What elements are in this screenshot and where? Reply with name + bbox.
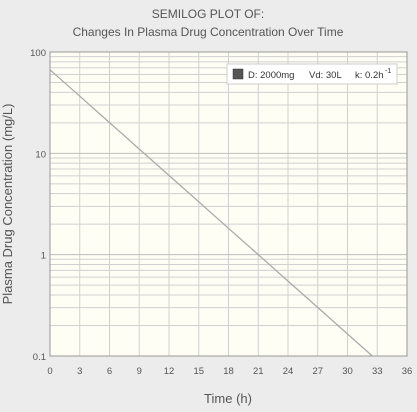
legend-box <box>226 63 398 85</box>
legend-k-exponent: -1 <box>385 68 391 75</box>
x-axis-label: Time (h) <box>204 391 252 406</box>
x-tick-label: 21 <box>253 366 264 377</box>
series-layer <box>49 51 408 357</box>
chart-subtitle: Changes In Plasma Drug Concentration Ove… <box>73 25 344 39</box>
x-tick-label: 6 <box>107 366 112 377</box>
x-tick-label: 33 <box>372 366 383 377</box>
x-tick-label: 27 <box>312 366 323 377</box>
y-tick-label: 0.1 <box>33 352 46 363</box>
x-tick-label: 18 <box>223 366 234 377</box>
x-tick-label: 30 <box>342 366 353 377</box>
y-tick-label: 100 <box>30 48 46 59</box>
x-tick-label: 12 <box>164 366 175 377</box>
chart-title: SEMILOG PLOT OF: <box>152 7 264 21</box>
x-tick-label: 15 <box>193 366 204 377</box>
x-tick-label: 0 <box>47 366 52 377</box>
y-tick-label: 10 <box>35 149 46 160</box>
x-tick-label: 9 <box>137 366 142 377</box>
legend-vd: Vd: 30L <box>309 70 342 81</box>
y-tick-label: 1 <box>41 251 46 262</box>
legend-dose: D: 2000mg <box>248 70 294 81</box>
x-tick-label: 3 <box>77 366 82 377</box>
plot-border <box>49 51 408 357</box>
legend: D: 2000mg Vd: 30L k: 0.2h -1 <box>226 63 398 85</box>
concentration-line <box>49 69 373 357</box>
x-tick-label: 36 <box>402 366 413 377</box>
x-tick-label: 24 <box>283 366 294 377</box>
legend-swatch <box>232 68 244 80</box>
y-axis-label: Plasma Drug Concentration (mg/L) <box>0 104 15 305</box>
legend-k: k: 0.2h <box>355 70 384 81</box>
